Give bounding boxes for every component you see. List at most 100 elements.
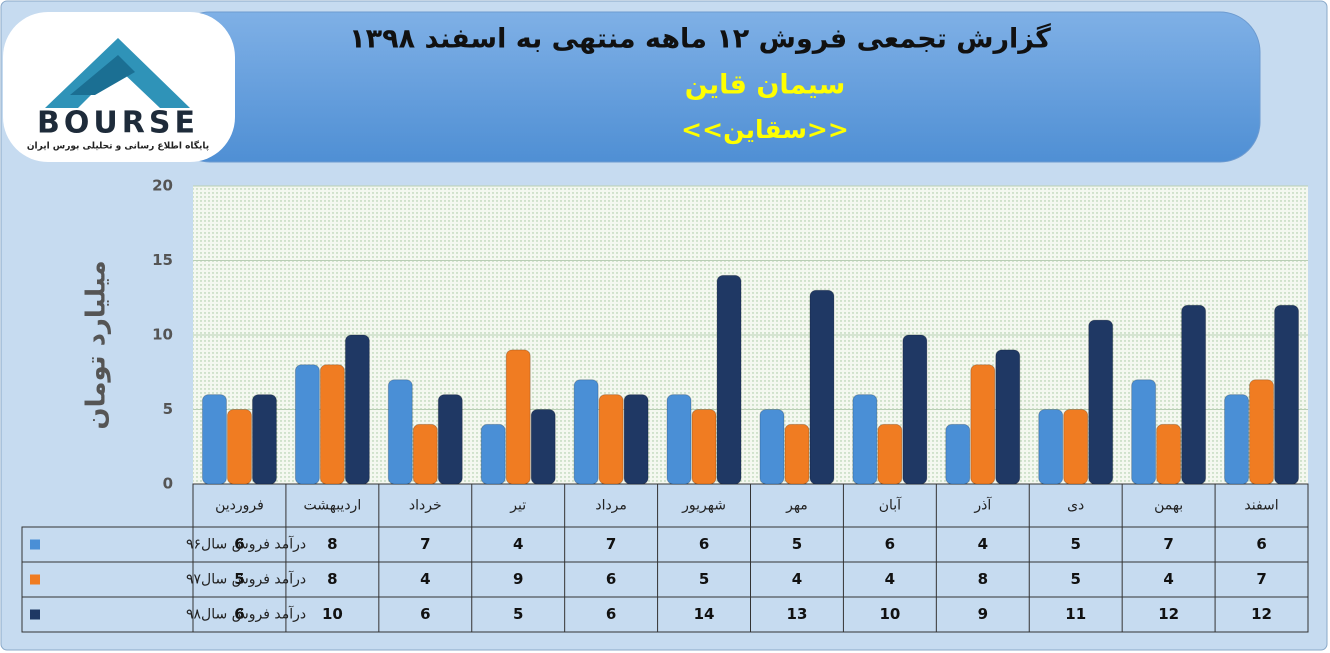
table-value: 6: [420, 605, 430, 623]
table-value: 13: [787, 605, 808, 623]
table-value: 5: [1070, 570, 1080, 588]
table-value: 7: [1163, 535, 1173, 553]
bar: [201, 394, 227, 485]
bar: [505, 349, 531, 485]
x-tick-label: تیر: [509, 498, 526, 514]
bar: [480, 423, 506, 485]
y-tick-label: 10: [152, 326, 173, 344]
legend-swatch: [30, 609, 40, 620]
chart-title: گزارش تجمعی فروش ۱۲ ماهه منتهی به اسفند …: [349, 23, 1051, 55]
logo-box: [3, 12, 235, 162]
legend-label: درآمد فروش سال۹۶: [186, 536, 306, 553]
bar: [437, 394, 463, 485]
table-value: 7: [1256, 570, 1266, 588]
bar: [251, 394, 277, 485]
bar: [387, 379, 413, 485]
legend-swatch: [30, 574, 40, 585]
table-value: 12: [1158, 605, 1179, 623]
logo: BOURSE پایگاه اطلاع رسانی و تحلیلی بورس …: [3, 12, 235, 162]
table-value: 6: [885, 535, 895, 553]
x-tick-label: مهر: [785, 498, 808, 514]
bar: [319, 364, 345, 485]
table-value: 9: [513, 570, 523, 588]
x-tick-label: شهریور: [681, 498, 726, 514]
table-value: 4: [978, 535, 988, 553]
x-tick-label: آبان: [879, 497, 902, 514]
legend-swatch: [30, 539, 40, 550]
bar: [1274, 304, 1300, 485]
y-tick-label: 15: [152, 251, 173, 269]
bar: [1063, 409, 1089, 485]
y-tick-label: 5: [163, 400, 173, 418]
table-value: 6: [1256, 535, 1266, 553]
table-value: 7: [606, 535, 616, 553]
bar: [412, 423, 438, 485]
bar: [666, 394, 692, 485]
bar: [1131, 379, 1157, 485]
x-tick-label: فروردین: [215, 498, 264, 514]
table-value: 12: [1251, 605, 1272, 623]
bar: [1156, 423, 1182, 485]
logo-shape: [70, 55, 135, 95]
bar: [294, 364, 320, 485]
y-tick-label: 0: [163, 475, 173, 493]
x-tick-label: بهمن: [1154, 498, 1183, 514]
bar: [970, 364, 996, 485]
table-value: 10: [879, 605, 900, 623]
bar: [344, 334, 370, 485]
bar: [784, 423, 810, 485]
bar: [1181, 304, 1207, 485]
table-value: 10: [322, 605, 343, 623]
table-value: 5: [792, 535, 802, 553]
bar: [877, 423, 903, 485]
table-value: 14: [694, 605, 715, 623]
x-tick-label: دی: [1067, 498, 1084, 514]
table-value: 7: [420, 535, 430, 553]
legend-label: درآمد فروش سال۹۷: [186, 571, 306, 588]
table-value: 8: [978, 570, 988, 588]
table-value: 9: [978, 605, 988, 623]
bar: [809, 289, 835, 485]
chart-subtitle: سیمان قاین: [685, 70, 846, 101]
table-value: 5: [234, 570, 244, 588]
table-value: 6: [234, 605, 244, 623]
bar: [759, 409, 785, 485]
table-value: 5: [513, 605, 523, 623]
x-tick-label: اسفند: [1244, 498, 1278, 514]
legend-label: درآمد فروش سال۹۸: [186, 606, 306, 623]
bar: [1249, 379, 1275, 485]
table-value: 5: [699, 570, 709, 588]
logo-tagline: پایگاه اطلاع رسانی و تحلیلی بورس ایران: [27, 140, 209, 152]
bar: [716, 274, 742, 485]
table-value: 6: [606, 605, 616, 623]
bar: [530, 409, 556, 485]
table-value: 4: [792, 570, 802, 588]
bar: [691, 409, 717, 485]
bar: [226, 409, 252, 485]
bar: [995, 349, 1021, 485]
bar: [1038, 409, 1064, 485]
table-value: 4: [1163, 570, 1173, 588]
table-value: 6: [234, 535, 244, 553]
table-value: 6: [699, 535, 709, 553]
y-axis-label: میلیارد تومان: [82, 260, 112, 429]
bar: [623, 394, 649, 485]
bar: [598, 394, 624, 485]
bar: [573, 379, 599, 485]
table-value: 8: [327, 570, 337, 588]
bar: [902, 334, 928, 485]
bar: [852, 394, 878, 485]
bar: [945, 423, 971, 485]
table-value: 11: [1065, 605, 1086, 623]
x-tick-label: مرداد: [595, 498, 627, 514]
logo-brand: BOURSE: [37, 106, 199, 141]
ticker: <<سقاین>>: [681, 115, 849, 145]
y-tick-label: 20: [152, 177, 173, 195]
table-value: 5: [1070, 535, 1080, 553]
bar: [1088, 319, 1114, 485]
x-tick-label: خرداد: [409, 498, 442, 514]
bar: [1224, 394, 1250, 485]
x-tick-label: آذر: [973, 497, 992, 514]
table-value: 8: [327, 535, 337, 553]
